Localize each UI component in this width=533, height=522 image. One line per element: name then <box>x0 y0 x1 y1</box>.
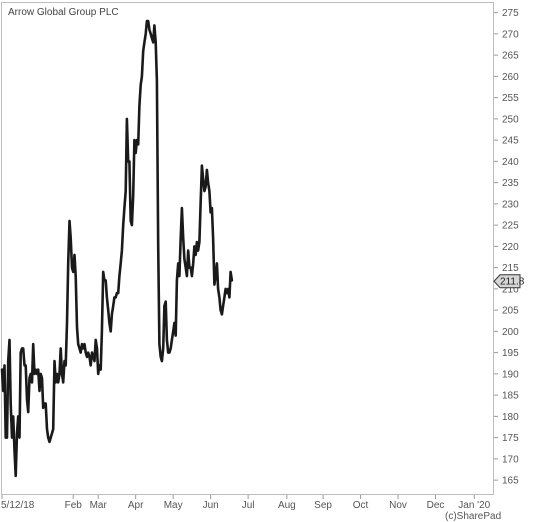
x-tick-label: Apr <box>128 500 144 511</box>
chart-title: Arrow Global Group PLC <box>8 7 119 18</box>
x-tick-label: 5/12/18 <box>1 500 35 511</box>
x-tick-label: Dec <box>427 500 445 511</box>
plot-frame <box>1 2 494 495</box>
x-tick-label: Jan '20 <box>458 500 490 511</box>
y-tick-label: 220 <box>502 242 519 253</box>
last-price-box <box>493 274 521 289</box>
y-tick-label: 215 <box>502 263 519 274</box>
y-tick-label: 225 <box>502 221 519 232</box>
x-tick-label: Jun <box>203 500 219 511</box>
y-tick-label: 265 <box>502 51 519 62</box>
x-axis: 5/12/18 Feb Mar Apr May Jun Jul Aug Sep Oct Nov Dec… <box>1 495 491 511</box>
x-tick-label: Aug <box>278 500 296 511</box>
y-tick-label: 205 <box>502 306 519 317</box>
y-tick-label: 195 <box>502 348 519 359</box>
x-tick-label: Sep <box>314 500 332 511</box>
y-tick-label: 230 <box>502 199 519 210</box>
y-tick-label: 275 <box>502 8 519 19</box>
y-tick-label: 165 <box>502 476 519 487</box>
last-price-label: 211.8 <box>500 277 525 288</box>
y-tick-label: 260 <box>502 72 519 83</box>
x-tick-label: May <box>164 500 183 511</box>
last-price-marker: 211.8 <box>493 274 525 289</box>
y-tick-label: 245 <box>502 136 519 147</box>
y-tick-label: 240 <box>502 157 519 168</box>
y-tick-label: 250 <box>502 114 519 125</box>
price-series-line <box>0 19 234 478</box>
y-tick-label: 190 <box>502 369 519 380</box>
y-tick-label: 170 <box>502 454 519 465</box>
y-tick-label: 185 <box>502 391 519 402</box>
x-tick-label: Jul <box>242 500 255 511</box>
y-tick-label: 235 <box>502 178 519 189</box>
y-tick-label: 200 <box>502 327 519 338</box>
x-tick-label: Feb <box>65 500 83 511</box>
y-tick-label: 255 <box>502 93 519 104</box>
x-tick-label: Oct <box>353 500 369 511</box>
x-tick-label: Mar <box>90 500 108 511</box>
chart-credit: (c)SharePad <box>445 511 501 522</box>
y-tick-label: 210 <box>502 284 519 295</box>
y-axis: 165 170 175 180 185 190 195 200 205 210 215 220 225 2… <box>494 8 519 487</box>
x-tick-label: Nov <box>389 500 407 511</box>
y-tick-label: 175 <box>502 433 519 444</box>
y-tick-label: 180 <box>502 412 519 423</box>
y-tick-label: 270 <box>502 29 519 40</box>
